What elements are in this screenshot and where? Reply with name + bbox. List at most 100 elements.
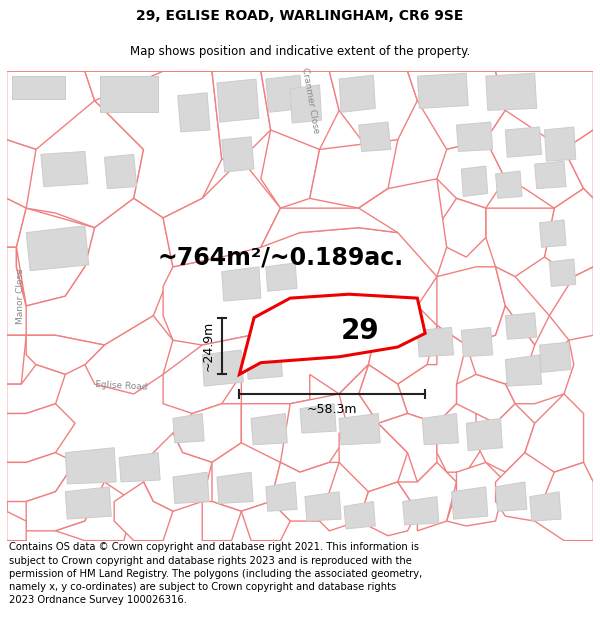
Polygon shape [310, 364, 378, 433]
Polygon shape [496, 267, 550, 345]
Polygon shape [544, 127, 576, 161]
Polygon shape [407, 71, 505, 149]
Polygon shape [550, 259, 576, 286]
Polygon shape [7, 404, 75, 462]
Polygon shape [280, 394, 349, 472]
Polygon shape [261, 189, 398, 248]
Polygon shape [104, 154, 137, 189]
Polygon shape [7, 198, 26, 248]
Polygon shape [7, 501, 26, 541]
Polygon shape [7, 364, 65, 414]
Polygon shape [320, 462, 368, 531]
Polygon shape [398, 462, 457, 531]
Polygon shape [505, 312, 536, 339]
Polygon shape [359, 364, 407, 423]
Polygon shape [26, 335, 104, 374]
Polygon shape [7, 452, 75, 541]
Polygon shape [241, 321, 378, 404]
Polygon shape [359, 482, 418, 536]
Polygon shape [437, 267, 505, 345]
Polygon shape [457, 122, 493, 151]
Polygon shape [300, 404, 336, 433]
Polygon shape [239, 294, 425, 374]
Polygon shape [163, 159, 280, 267]
Polygon shape [178, 92, 210, 132]
Polygon shape [496, 71, 593, 149]
Polygon shape [241, 501, 290, 541]
Polygon shape [266, 482, 297, 511]
Polygon shape [271, 462, 339, 521]
Polygon shape [339, 414, 380, 445]
Polygon shape [65, 487, 111, 519]
Polygon shape [16, 208, 95, 306]
Polygon shape [16, 248, 26, 306]
Polygon shape [26, 226, 89, 271]
Polygon shape [550, 267, 593, 340]
Polygon shape [26, 198, 173, 345]
Polygon shape [11, 76, 65, 99]
Polygon shape [339, 423, 407, 492]
Polygon shape [261, 71, 339, 159]
Polygon shape [7, 71, 95, 149]
Polygon shape [437, 140, 505, 208]
Polygon shape [202, 501, 241, 541]
Polygon shape [486, 73, 536, 111]
Polygon shape [251, 414, 287, 445]
Polygon shape [7, 248, 36, 335]
Polygon shape [212, 443, 280, 511]
Text: Manor Close: Manor Close [16, 268, 25, 324]
Polygon shape [452, 487, 488, 519]
Polygon shape [466, 418, 502, 451]
Text: Contains OS data © Crown copyright and database right 2021. This information is
: Contains OS data © Crown copyright and d… [9, 542, 422, 605]
Polygon shape [266, 75, 303, 112]
Polygon shape [368, 306, 437, 384]
Polygon shape [173, 472, 209, 504]
Polygon shape [217, 472, 253, 504]
Polygon shape [564, 130, 593, 198]
Polygon shape [422, 414, 458, 445]
Text: Map shows position and indicative extent of the property.: Map shows position and indicative extent… [130, 45, 470, 58]
Polygon shape [486, 208, 554, 277]
Text: 29, EGLISE ROAD, WARLINGHAM, CR6 9SE: 29, EGLISE ROAD, WARLINGHAM, CR6 9SE [136, 9, 464, 22]
Polygon shape [163, 335, 251, 414]
Polygon shape [359, 179, 446, 277]
Polygon shape [437, 198, 486, 257]
Polygon shape [486, 111, 584, 208]
Polygon shape [26, 101, 143, 228]
Polygon shape [173, 414, 204, 443]
Polygon shape [344, 501, 375, 529]
Text: Cranmer Close: Cranmer Close [299, 67, 320, 134]
Polygon shape [290, 85, 322, 123]
Polygon shape [466, 306, 535, 384]
Polygon shape [398, 326, 466, 423]
Polygon shape [163, 71, 271, 159]
Polygon shape [535, 161, 566, 189]
Polygon shape [56, 482, 134, 541]
Text: ~24.9m: ~24.9m [202, 321, 215, 371]
Polygon shape [525, 394, 584, 472]
Polygon shape [457, 374, 515, 423]
Polygon shape [530, 492, 561, 521]
Polygon shape [41, 151, 88, 187]
Polygon shape [339, 75, 375, 112]
Polygon shape [85, 71, 168, 149]
Polygon shape [119, 452, 160, 482]
Polygon shape [418, 328, 454, 357]
Polygon shape [26, 462, 104, 531]
Polygon shape [359, 122, 391, 151]
Polygon shape [505, 355, 542, 386]
Polygon shape [222, 267, 261, 301]
Polygon shape [535, 462, 593, 541]
Polygon shape [163, 228, 437, 345]
Polygon shape [100, 76, 158, 112]
Polygon shape [476, 404, 535, 472]
Polygon shape [114, 482, 173, 541]
Polygon shape [202, 350, 243, 386]
Polygon shape [329, 71, 418, 149]
Polygon shape [95, 71, 222, 218]
Polygon shape [310, 140, 398, 208]
Polygon shape [7, 140, 56, 208]
Polygon shape [143, 433, 212, 511]
Polygon shape [378, 414, 437, 482]
Polygon shape [505, 340, 574, 404]
